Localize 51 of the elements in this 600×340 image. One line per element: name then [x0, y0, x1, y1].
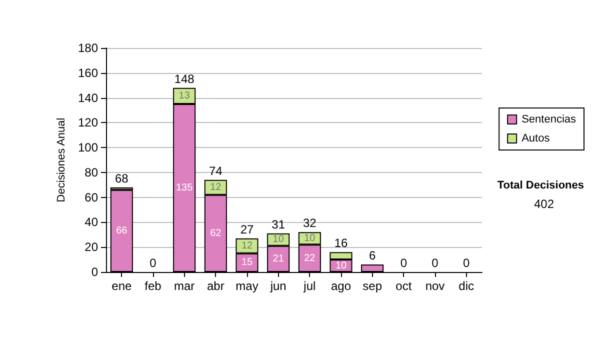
x-tick-label: may	[236, 279, 258, 293]
y-tick-label: 180	[78, 41, 98, 55]
x-tick-label: oct	[396, 279, 412, 293]
y-tick-label: 140	[78, 90, 98, 105]
total-label: 0	[400, 256, 408, 270]
total-label: 0	[462, 256, 470, 270]
data-label: 21	[272, 253, 284, 264]
legend-label: Sentencias	[522, 114, 576, 126]
data-label: 135	[176, 182, 194, 194]
x-tick-label: jun	[269, 279, 286, 293]
y-tick-label: 40	[84, 215, 98, 230]
total-label: 0	[150, 256, 157, 270]
x-tick-label: jul	[302, 279, 316, 293]
y-tick-label: 20	[84, 240, 98, 254]
total-label: 32	[302, 216, 317, 230]
x-tick-label: ago	[330, 279, 352, 293]
total-label: 6	[368, 248, 376, 263]
x-tick-label: feb	[144, 279, 162, 293]
y-tick-label: 100	[78, 140, 98, 155]
data-label: 10	[304, 232, 316, 244]
y-tick-label: 60	[84, 190, 98, 204]
total-label: 68	[114, 171, 129, 186]
text: 402	[534, 197, 554, 211]
data-label: 13	[178, 90, 190, 102]
y-tick-label: 160	[78, 66, 98, 80]
data-label: 10	[272, 234, 284, 246]
x-tick-label: ene	[112, 279, 132, 293]
total-label: 31	[272, 217, 286, 232]
x-tick-label: sep	[362, 279, 382, 293]
data-label: 15	[241, 257, 253, 268]
y-tick-label: 0	[91, 265, 98, 279]
total-label: 27	[240, 222, 254, 236]
data-label: 12	[210, 182, 222, 193]
x-tick-label: dic	[458, 279, 474, 293]
x-tick-label: nov	[425, 279, 445, 293]
y-axis-title: Decisiones Anual	[56, 118, 68, 202]
total-label: 74	[208, 164, 223, 178]
data-label: 12	[241, 240, 253, 252]
y-tick-label: 120	[78, 116, 98, 130]
legend-label: Autos	[522, 132, 550, 144]
x-tick-label: mar	[174, 279, 195, 293]
x-tick-label: abr	[206, 279, 224, 293]
total-label: 16	[334, 236, 348, 250]
text: Total Decisiones	[497, 180, 584, 192]
total-label: 148	[174, 72, 195, 86]
data-label: 10	[335, 260, 347, 272]
data-label: 66	[116, 225, 128, 236]
data-label: 22	[304, 252, 316, 264]
total-label: 0	[432, 256, 439, 270]
data-label: 62	[210, 228, 222, 239]
y-tick-label: 80	[84, 165, 98, 180]
